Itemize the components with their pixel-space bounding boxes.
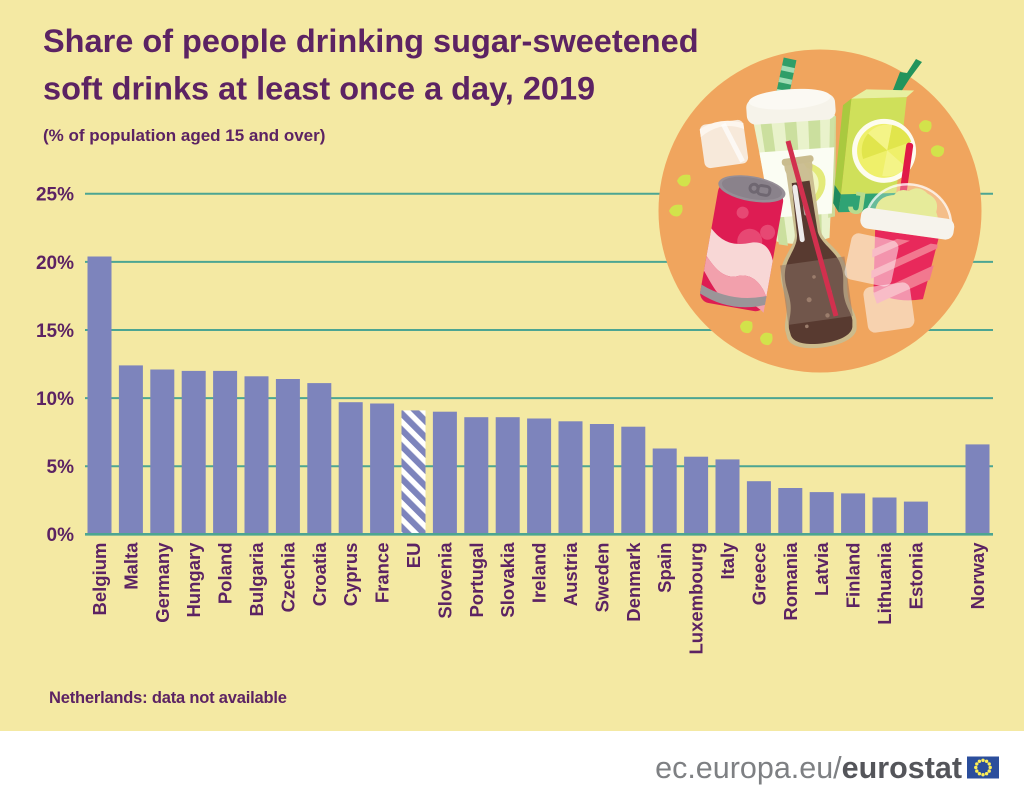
svg-text:Luxembourg: Luxembourg [686,543,707,655]
svg-text:Lithuania: Lithuania [874,542,895,625]
svg-text:EU: EU [403,543,424,569]
svg-text:Romania: Romania [780,542,801,621]
svg-text:Finland: Finland [843,543,864,609]
svg-text:ec.europa.eu/eurostat: ec.europa.eu/eurostat [655,751,962,785]
svg-text:Denmark: Denmark [623,542,644,622]
svg-text:Portugal: Portugal [466,543,487,618]
svg-text:Latvia: Latvia [811,542,832,596]
svg-text:Malta: Malta [120,542,141,590]
svg-text:Czechia: Czechia [277,542,298,613]
svg-text:Italy: Italy [717,542,738,580]
svg-text:5%: 5% [47,457,75,478]
svg-text:Netherlands: data not availabl: Netherlands: data not available [49,689,287,707]
svg-text:Hungary: Hungary [183,542,204,618]
svg-text:Norway: Norway [967,542,988,610]
svg-text:20%: 20% [36,253,74,274]
svg-text:Poland: Poland [215,543,236,605]
svg-text:10%: 10% [36,389,74,410]
svg-text:25%: 25% [36,185,74,206]
svg-text:Slovakia: Slovakia [497,542,518,618]
svg-text:Ireland: Ireland [529,543,550,604]
svg-text:Spain: Spain [654,543,675,593]
svg-text:0%: 0% [47,525,75,546]
svg-text:Estonia: Estonia [905,542,926,610]
svg-text:soft drinks at least once a da: soft drinks at least once a day, 2019 [43,71,595,107]
svg-text:15%: 15% [36,321,74,342]
svg-text:(% of population aged 15 and o: (% of population aged 15 and over) [43,126,325,145]
svg-text:Share of people drinking sugar: Share of people drinking sugar-sweetened [43,23,699,59]
svg-text:France: France [372,543,393,604]
svg-text:Austria: Austria [560,542,581,606]
svg-text:Cyprus: Cyprus [340,543,361,607]
svg-text:Bulgaria: Bulgaria [246,542,267,617]
svg-text:Germany: Germany [152,542,173,623]
svg-text:Slovenia: Slovenia [434,542,455,619]
svg-text:Greece: Greece [748,543,769,606]
svg-text:Sweden: Sweden [591,543,612,613]
svg-text:Croatia: Croatia [309,542,330,606]
svg-text:Belgium: Belgium [89,543,110,616]
